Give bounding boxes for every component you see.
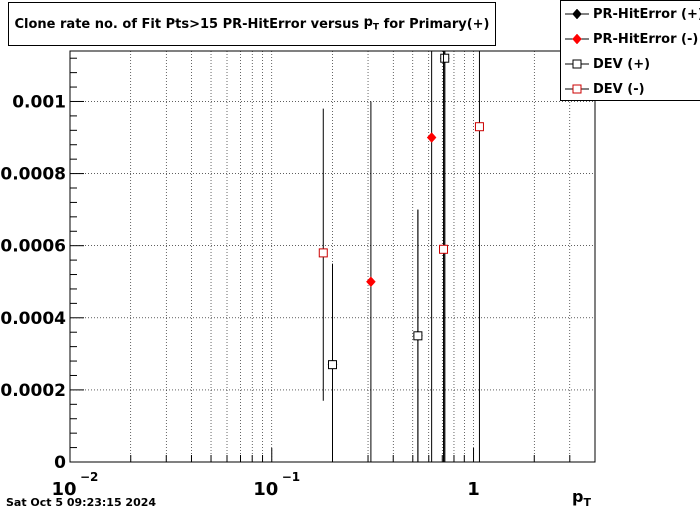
legend-entry: PR-HitError (+) [561, 2, 700, 26]
marker-square [474, 122, 484, 132]
chart-title-text: Clone rate no. of Fit Pts>15 PR-HitError… [14, 16, 360, 32]
marker-diamond [426, 132, 437, 143]
series-2 [328, 51, 450, 462]
x-tick-label: 10 [253, 479, 278, 500]
axis-ticks [69, 57, 596, 463]
legend-symbol [565, 84, 589, 94]
y-tick-label: 0.0006 [0, 237, 66, 257]
data-points [318, 51, 484, 462]
marker-square [328, 360, 337, 370]
chart-title-variable: pT [363, 15, 380, 33]
marker-square [413, 331, 423, 341]
marker-square [440, 53, 450, 63]
legend-entry: PR-HitError (-) [561, 27, 700, 51]
x-tick-label: 10 [51, 479, 76, 500]
marker-square [572, 59, 582, 69]
legend-label: DEV (+) [593, 56, 651, 72]
chart-title-suffix: for Primary(+) [383, 16, 490, 32]
marker-square [318, 248, 328, 258]
marker-diamond [366, 276, 376, 288]
y-tick-label: 0.001 [12, 92, 66, 112]
marker-diamond [572, 33, 582, 45]
legend-label: DEV (-) [593, 81, 645, 97]
marker-square [572, 84, 582, 94]
chart-title: Clone rate no. of Fit Pts>15 PR-HitError… [8, 2, 496, 46]
y-tick-label: 0.0004 [0, 309, 66, 329]
series-3 [318, 51, 484, 462]
legend-symbol [565, 8, 589, 20]
y-tick-label: 0.0002 [0, 381, 66, 401]
marker-square [439, 244, 449, 254]
timestamp: Sat Oct 5 09:23:15 2024 [6, 496, 157, 509]
series-0 [327, 51, 450, 462]
legend-entry: DEV (+) [561, 52, 700, 76]
x-axis-title: pT [572, 487, 591, 510]
x-tick-label-exponent: −2 [80, 470, 98, 484]
marker-diamond [572, 8, 582, 20]
legend: PR-HitError (+) PR-HitError (-) DEV (+) DEV… [560, 0, 700, 101]
x-tick-label-exponent: −1 [282, 470, 300, 484]
y-tick-label: 0.0008 [0, 165, 66, 185]
y-tick-label: 0 [54, 453, 66, 473]
legend-symbol [565, 59, 589, 69]
x-tick-label: 1 [467, 479, 480, 500]
legend-symbol [565, 33, 589, 45]
legend-label: PR-HitError (-) [593, 31, 699, 47]
legend-label: PR-HitError (+) [593, 6, 700, 22]
legend-entry: DEV (-) [561, 77, 700, 101]
series-1 [366, 51, 437, 462]
axis-tick-labels: 0 0.0002 0.0004 0.0006 0.0008 0.001 10 −2 10 −1 1 [0, 92, 479, 500]
